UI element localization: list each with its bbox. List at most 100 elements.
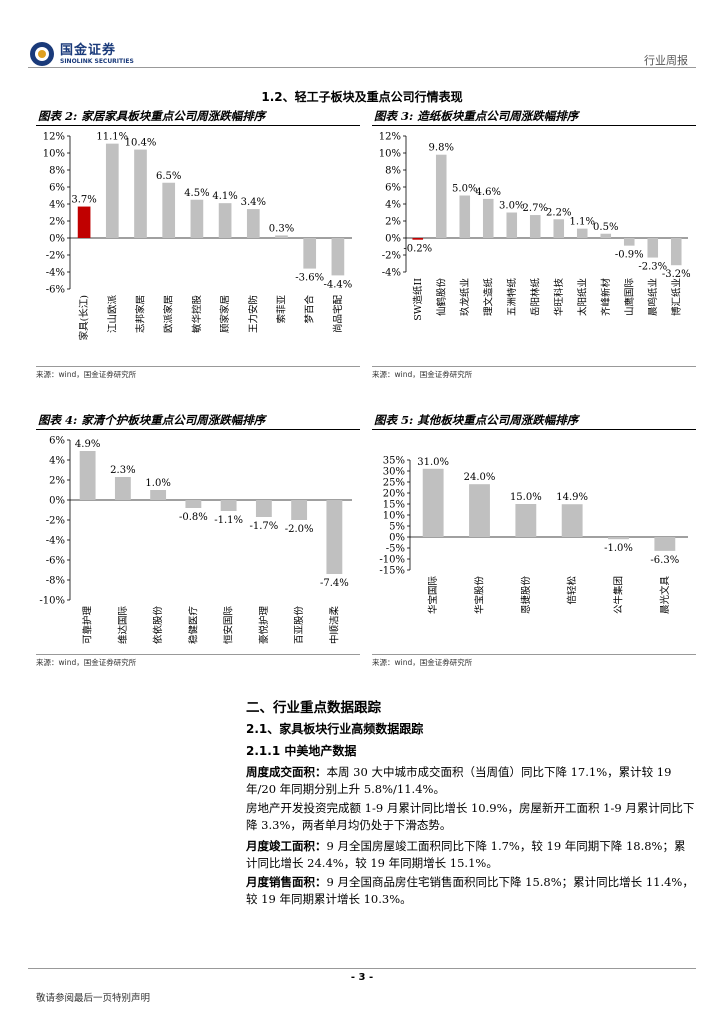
figure-5: 图表 5: 其他板块重点公司周涨跌幅排序 -15% -10% -5% 0% 5% 10% 1…: [372, 412, 696, 672]
bar: [246, 209, 260, 238]
bar: [303, 238, 317, 269]
y-tick-label: 12%: [379, 132, 401, 143]
paragraph-text: 房地产开发投资完成额 1-9 月累计同比增长 10.9%，房屋新开工面积 1-9…: [246, 801, 695, 832]
category-label: 仙鹤股份: [435, 278, 447, 317]
y-tick-label: 10%: [379, 149, 401, 160]
data-label: 4.6%: [476, 187, 501, 198]
category-label: 公牛集团: [613, 576, 625, 614]
category-label: 博汇纸业: [670, 278, 682, 316]
category-label: 索菲亚: [276, 295, 288, 324]
y-tick-label: 8%: [49, 166, 65, 177]
bar: [576, 228, 588, 238]
bar: [623, 238, 635, 246]
y-tick-label: -4%: [382, 268, 401, 279]
category-label: 志邦家居: [135, 295, 147, 333]
y-tick-label: 6%: [49, 436, 65, 447]
bar: [218, 203, 232, 238]
bar: [561, 504, 583, 537]
category-label: 齐峰新材: [600, 278, 612, 317]
y-tick-label: 30%: [383, 467, 405, 478]
y-tick-label: 6%: [385, 183, 401, 194]
data-label: 4.9%: [75, 439, 100, 450]
bar: [326, 500, 343, 574]
category-label: 山鹰国际: [623, 278, 635, 317]
y-tick-label: -2%: [46, 251, 65, 262]
data-label: 11.1%: [96, 132, 128, 143]
category-label: 岳阳林纸: [529, 278, 541, 317]
y-tick-label: 20%: [383, 489, 405, 500]
paragraph-completion: 月度竣工面积：9 月全国房屋竣工面积同比下降 1.7%，较 19 年同期下降 1…: [246, 838, 696, 872]
y-tick-label: -5%: [386, 544, 405, 555]
figure-source: 来源：wind，国金证券研究所: [372, 366, 696, 380]
data-label: -0.8%: [179, 512, 208, 523]
section-2-1-1-title: 2.1.1 中美地产数据: [246, 744, 357, 758]
category-label: 尚品宅配: [332, 295, 344, 334]
figure-3: 图表 3: 造纸板块重点公司周涨跌幅排序 -4% -2% 0% 2% 4% 6% 8% 10%…: [372, 108, 696, 380]
bar: [482, 198, 494, 238]
y-tick-label: -8%: [46, 576, 65, 587]
bar: [654, 537, 676, 551]
brand-logo: 国金证券 SINOLINK SECURITIES: [28, 40, 134, 68]
category-label: 王力安防: [247, 295, 259, 334]
page-number: - 3 -: [350, 972, 374, 983]
chart-home-care: -10% -8% -6% -4% -2% 0% 2% 4% 6% 4.9% 可靠护理 2.3% 维达国际…: [39, 436, 352, 644]
section-2-title: 二、行业重点数据跟踪: [246, 700, 381, 716]
category-label: 华旺科技: [553, 278, 565, 317]
figure-title: 图表 4: 家清个护板块重点公司周涨跌幅排序: [36, 412, 360, 430]
data-label: 3.4%: [241, 197, 266, 208]
data-label: 6.5%: [156, 171, 181, 182]
category-label: SW造纸II: [412, 278, 424, 321]
figure-title: 图表 2: 家居家具板块重点公司周涨跌幅排序: [36, 108, 360, 126]
paragraph-sales: 月度销售面积：9 月全国商品房住宅销售面积同比下降 15.8%；累计同比增长 1…: [246, 874, 696, 908]
y-tick-label: 4%: [49, 456, 65, 467]
data-label: 2.3%: [110, 465, 135, 476]
brand-logo-icon: [30, 42, 54, 66]
data-label: -0.9%: [615, 250, 644, 261]
bar: [515, 504, 537, 537]
report-type: 行业周报: [644, 54, 688, 67]
paragraph-text: 9 月全国房屋竣工面积同比下降 1.7%，较 19 年同期下降 18.8%；累计…: [246, 839, 686, 870]
data-label: -6.3%: [650, 555, 679, 566]
bar: [77, 206, 91, 238]
data-label: 24.0%: [464, 472, 496, 483]
figure-2: 图表 2: 家居家具板块重点公司周涨跌幅排序 -6% -4% -2% 0% 2% 4% 6%…: [36, 108, 360, 380]
bar: [600, 233, 612, 238]
y-tick-label: -15%: [379, 566, 405, 577]
data-label: 1.1%: [570, 217, 595, 228]
bar: [670, 238, 682, 266]
data-label: 0.5%: [593, 222, 618, 233]
category-label: 倍轻松: [566, 576, 578, 605]
y-tick-label: 15%: [383, 500, 405, 511]
category-label: 恩捷股份: [520, 576, 532, 615]
category-label: 敏华控股: [191, 295, 203, 334]
paragraph-investment: 房地产开发投资完成额 1-9 月累计同比增长 10.9%，房屋新开工面积 1-9…: [246, 800, 696, 834]
y-tick-label: 25%: [383, 478, 405, 489]
section-2-1-title: 2.1、家具板块行业高频数据跟踪: [246, 722, 424, 736]
paragraph-text: 9 月全国商品房住宅销售面积同比下降 15.8%；累计同比增长 11.4%，较 …: [246, 875, 694, 906]
y-tick-label: 10%: [383, 511, 405, 522]
data-label: -0.2%: [403, 244, 432, 255]
data-label: 4.1%: [212, 191, 237, 202]
bar: [162, 182, 176, 238]
data-label: -3.2%: [662, 269, 691, 280]
bar: [79, 451, 96, 500]
category-label: 欧派家居: [163, 295, 175, 333]
category-label: 五洲特纸: [506, 278, 518, 317]
header-divider: [28, 67, 696, 68]
paragraph-label: 周度成交面积：: [246, 765, 327, 779]
data-label: -4.4%: [324, 279, 353, 290]
bar: [608, 537, 629, 540]
bar: [553, 219, 565, 238]
bar: [529, 215, 541, 238]
category-label: 江山欧派: [106, 295, 118, 334]
category-label: 梦百合: [304, 295, 316, 324]
bar: [469, 484, 490, 537]
bar: [459, 195, 471, 238]
data-label: 2.7%: [523, 203, 548, 214]
data-label: 4.5%: [184, 188, 209, 199]
y-tick-label: 6%: [49, 183, 65, 194]
data-label: -2.3%: [638, 262, 667, 273]
category-label: 华宝国际: [427, 576, 439, 615]
section-heading: 1.2、轻工子板块及重点公司行情表现: [261, 90, 463, 104]
y-tick-label: 2%: [49, 217, 65, 228]
